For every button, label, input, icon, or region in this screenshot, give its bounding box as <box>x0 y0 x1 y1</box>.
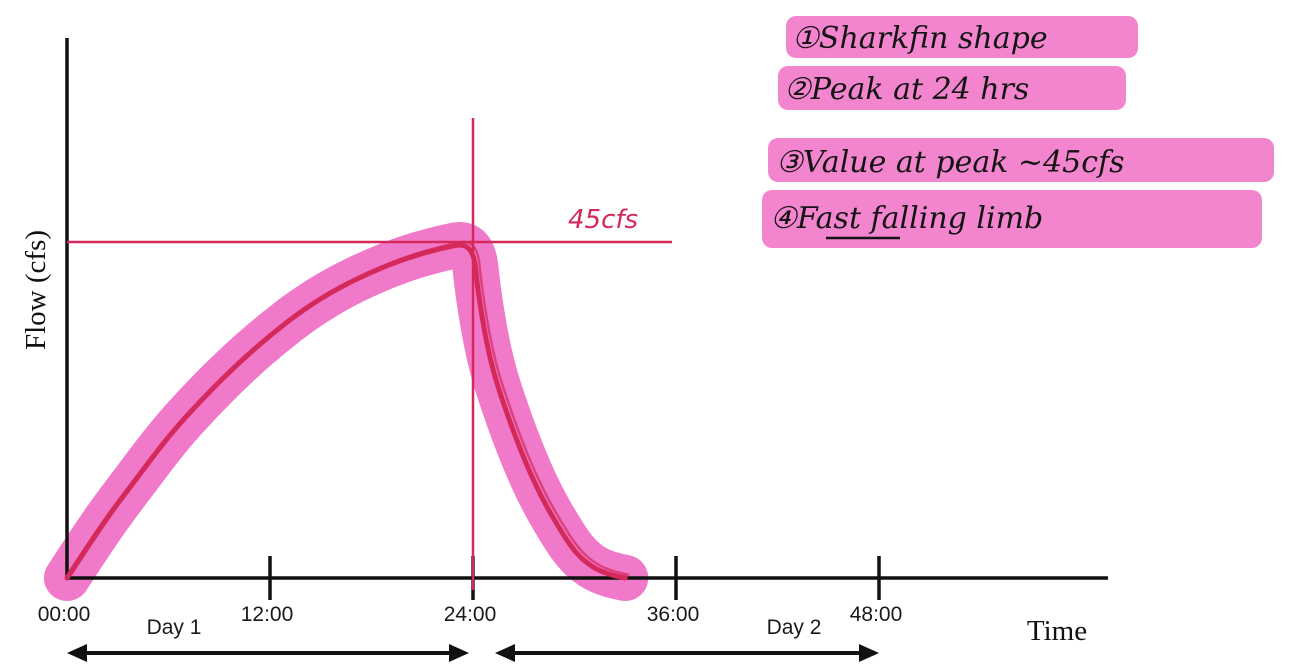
x-tick-label: 00:00 <box>38 603 91 626</box>
x-axis-title: Time <box>1027 615 1087 647</box>
data-point <box>99 524 103 528</box>
data-point <box>403 256 407 260</box>
data-point <box>302 307 306 311</box>
note-3: ③Value at peak ~45cfs <box>776 145 1125 180</box>
peak-guides: 45cfs <box>67 118 672 590</box>
y-axis-title: Flow (cfs) <box>20 230 52 350</box>
data-point <box>505 412 509 416</box>
data-point <box>539 494 543 498</box>
day-spans: Day 1 Day 2 <box>67 616 879 662</box>
x-tick-label: 12:00 <box>241 603 294 626</box>
note-highlight-2 <box>778 66 1126 110</box>
x-tick-label: 36:00 <box>647 603 700 626</box>
note-highlight-4 <box>762 190 1262 248</box>
x-tick-label: 48:00 <box>850 603 903 626</box>
note-highlight-3 <box>768 138 1274 182</box>
day-span-arrow-right <box>859 644 879 662</box>
data-point <box>556 524 560 528</box>
series-line-overdraw-0 <box>69 240 630 577</box>
day-span-arrow-right <box>449 644 469 662</box>
series-highlight-0 <box>44 222 649 601</box>
note-1: ①Sharkfin shape <box>792 21 1048 56</box>
day-label: Day 1 <box>147 616 202 639</box>
note-highlight-1 <box>786 16 1138 58</box>
day-label: Day 2 <box>767 616 822 639</box>
data-point <box>133 479 137 483</box>
note-4: ④Fast falling limb <box>770 201 1043 236</box>
notes: ①Sharkfin shape ②Peak at 24 hrs ③Value at … <box>770 21 1125 240</box>
data-point <box>234 363 238 367</box>
data-point <box>488 359 492 363</box>
data-point <box>476 292 480 296</box>
data-point <box>200 397 204 401</box>
series <box>64 240 630 581</box>
data-point <box>606 572 610 576</box>
data-point <box>573 550 576 554</box>
highlighter-layer <box>44 16 1274 601</box>
day-span-arrow-left <box>495 644 515 662</box>
data-point <box>268 333 272 337</box>
axes <box>65 38 1108 580</box>
data-point <box>522 457 526 461</box>
day-span-arrow-left <box>67 644 87 662</box>
data-point <box>370 270 373 274</box>
peak-value-label: 45cfs <box>568 205 638 235</box>
data-point <box>589 565 593 569</box>
data-point <box>471 240 475 244</box>
data-point <box>623 576 627 580</box>
x-tick-label: 24:00 <box>444 603 497 626</box>
data-point <box>336 286 340 290</box>
data-point <box>65 576 69 580</box>
data-point <box>167 434 170 438</box>
data-point <box>437 247 441 251</box>
note-2: ②Peak at 24 hrs <box>784 72 1029 107</box>
